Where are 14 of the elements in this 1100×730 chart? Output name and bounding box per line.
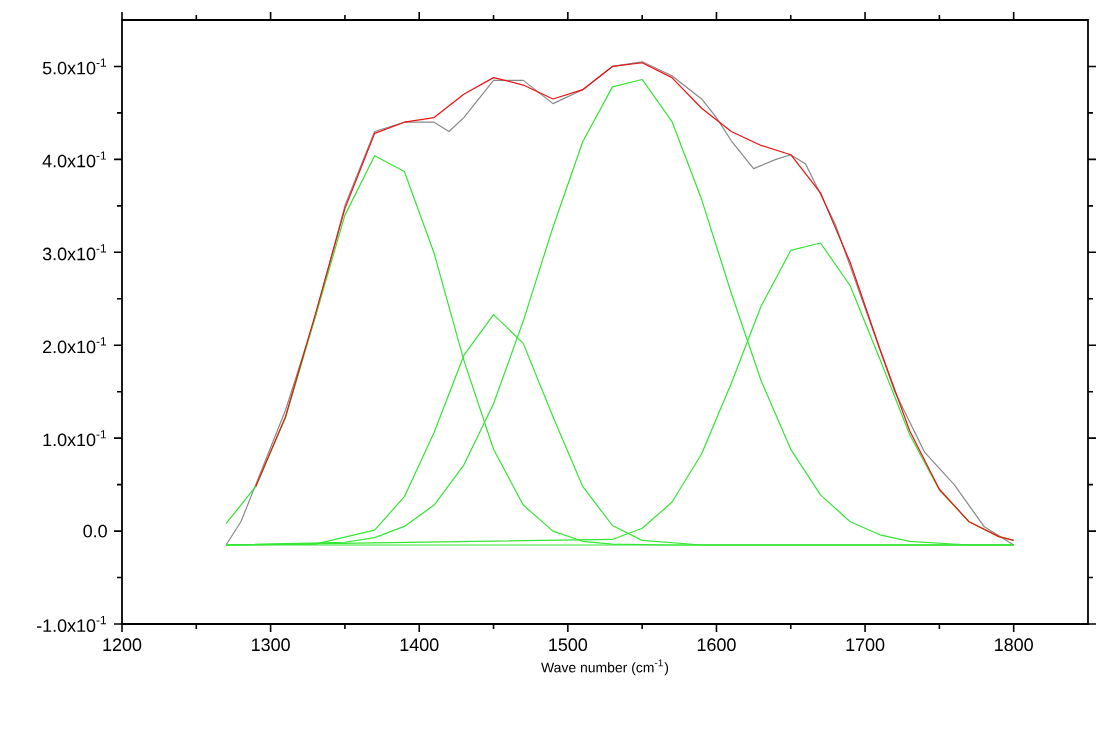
y-tick-label: 1.0x10$^{-1}$ [43, 430, 107, 447]
y-tick-label: -1.0x10$^{-1}$ [37, 616, 107, 633]
x-tick-label: 1700 [846, 638, 885, 652]
y-tick-label: 0.0 [83, 524, 107, 538]
y-tick-label: 5.0x10$^{-1}$ [42, 58, 107, 75]
y-tick-label: 2.0x10$^{-1}$ [43, 337, 107, 354]
x-tick-label: 1300 [252, 638, 290, 652]
x-tick-label: 1800 [995, 638, 1033, 652]
x-tick-label: 1400 [400, 638, 439, 652]
y-tick-label: 4.0x10$^{-1}$ [42, 151, 107, 168]
x-tick-label: 1600 [697, 638, 736, 652]
x-tick-label: 1200 [103, 638, 142, 652]
y-tick-label: 3.0x10$^{-1}$ [42, 244, 107, 261]
x-tick-label: 1500 [549, 638, 588, 652]
